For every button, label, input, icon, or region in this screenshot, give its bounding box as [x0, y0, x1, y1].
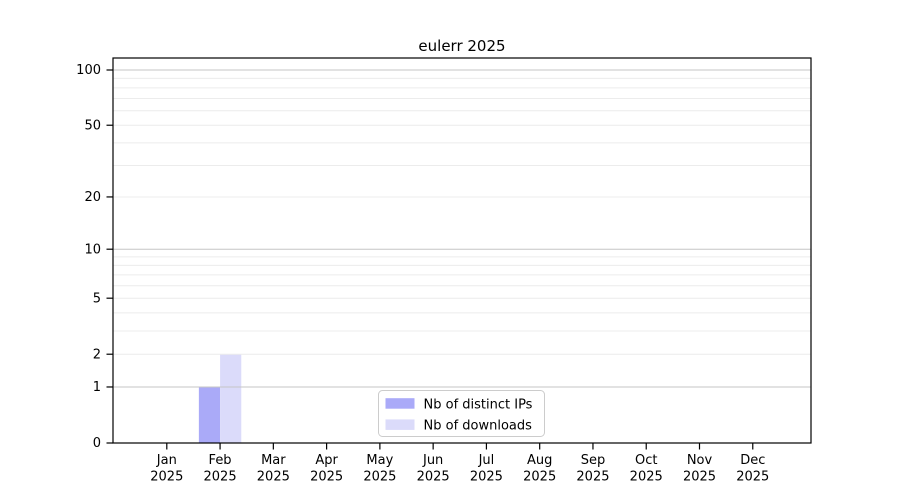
x-tick-label-mar: Mar 2025 [257, 453, 290, 485]
x-tick-label-jul: Jul 2025 [470, 453, 503, 485]
y-tick-label-20: 20 [84, 190, 101, 205]
x-tick-label-aug: Aug 2025 [523, 453, 556, 485]
legend-label-nb-of-downloads: Nb of downloads [424, 419, 533, 434]
legend-box [378, 390, 545, 437]
legend-swatch-nb-of-distinct-ips [385, 398, 415, 409]
x-tick-label-nov: Nov 2025 [683, 453, 716, 485]
y-tick-label-0: 0 [93, 436, 101, 451]
y-tick-label-50: 50 [84, 118, 101, 133]
gridlines [113, 69, 811, 388]
bar-nb-of-distinct-ips-feb [198, 386, 221, 443]
x-tick-label-apr: Apr 2025 [310, 453, 343, 485]
x-tick-label-jan: Jan 2025 [150, 453, 183, 485]
axes: 0 1 2 5 10 20 50 100 Jan 2025 Feb 2025 Mar 2025 Apr 202… [76, 57, 812, 485]
legend: Nb of distinct IPs Nb of downloads [378, 390, 545, 437]
plot-box [112, 57, 812, 444]
bar-nb-of-downloads-feb [220, 354, 242, 443]
chart-title: eulerr 2025 [418, 37, 505, 55]
legend-swatch-nb-of-downloads [385, 419, 415, 430]
bars [198, 354, 242, 443]
y-tick-label-5: 5 [93, 291, 101, 306]
x-tick-label-sep: Sep 2025 [576, 453, 609, 485]
x-tick-label-may: May 2025 [363, 453, 396, 485]
y-tick-label-10: 10 [84, 242, 101, 257]
legend-label-nb-of-distinct-ips: Nb of distinct IPs [424, 398, 533, 413]
x-tick-label-jun: Jun 2025 [417, 453, 450, 485]
y-tick-label-100: 100 [76, 63, 101, 78]
y-tick-label-2: 2 [93, 347, 101, 362]
x-tick-label-dec: Dec 2025 [736, 453, 769, 485]
y-tick-label-1: 1 [93, 380, 101, 395]
x-tick-label-feb: Feb 2025 [204, 453, 237, 485]
x-tick-label-oct: Oct 2025 [630, 453, 663, 485]
